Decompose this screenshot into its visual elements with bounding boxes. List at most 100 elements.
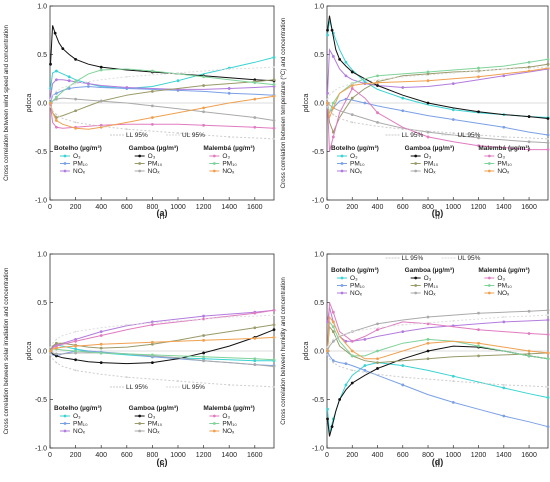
data-point [351, 82, 354, 85]
limit-label-ll: LL 95% [402, 255, 424, 262]
data-point [55, 119, 58, 122]
data-point [74, 97, 77, 101]
data-point [502, 125, 506, 129]
series-line [327, 102, 549, 144]
legend-marker [63, 154, 67, 158]
y-tick-label: 0.0 [314, 349, 324, 356]
legend-marker [340, 291, 344, 295]
x-tick-label: 400 [372, 204, 384, 211]
data-point [253, 336, 257, 340]
legend-entry: PM₁₀ [73, 421, 88, 428]
data-point [326, 417, 329, 421]
data-point [477, 75, 480, 79]
data-point [151, 116, 154, 119]
legend-marker [212, 429, 216, 433]
x-tick-label: 400 [95, 204, 107, 211]
legend-marker [487, 154, 491, 158]
x-tick-label: 1000 [170, 452, 186, 459]
data-point [272, 323, 276, 327]
legend-entry: O₃ [350, 275, 358, 282]
data-point [55, 113, 58, 116]
data-point [401, 75, 404, 78]
data-point [426, 315, 430, 319]
legend-entry: O₃ [73, 413, 81, 420]
data-point [351, 330, 354, 333]
x-tick-label: 1400 [221, 452, 237, 459]
y-tick-label: 0.0 [37, 349, 47, 356]
data-point [331, 320, 335, 324]
data-point [331, 101, 335, 105]
limit-label-ll: LL 95% [402, 132, 424, 139]
data-point [55, 344, 58, 348]
series-line [50, 324, 275, 352]
legend-group-title: Botelho (µg/m³) [331, 145, 379, 152]
legend-entry: NOₓ [424, 168, 437, 175]
data-point [363, 337, 367, 341]
series-line [50, 104, 275, 129]
data-point [151, 69, 154, 73]
legend-entry: O₃ [497, 275, 505, 282]
x-axis-label: n [435, 212, 439, 221]
x-tick-label: 1600 [247, 452, 263, 459]
data-point [272, 336, 276, 339]
legend-group-title: Malembá (µg/m³) [203, 145, 254, 152]
data-point [87, 85, 90, 88]
data-point [451, 118, 455, 121]
y-tick-label: -1.0 [312, 446, 324, 453]
data-point [376, 74, 379, 78]
legend-marker [414, 154, 418, 158]
legend-entry: NOₓ [350, 168, 363, 175]
series-line [50, 68, 275, 104]
series-line [327, 87, 548, 152]
y-tick-label: -0.5 [312, 397, 324, 404]
x-tick-label: 800 [422, 452, 434, 459]
data-point [332, 90, 335, 93]
series-line [327, 67, 549, 120]
data-point [376, 81, 379, 85]
data-point [151, 122, 154, 126]
x-tick-label: 1000 [170, 204, 186, 211]
data-point [74, 337, 77, 341]
data-point [426, 349, 430, 353]
data-point [151, 340, 154, 344]
data-point [176, 79, 180, 83]
legend-marker [414, 284, 418, 287]
data-point [502, 136, 505, 138]
x-tick-label: 1200 [471, 452, 487, 459]
data-point [426, 322, 430, 326]
data-point [67, 75, 71, 79]
data-point [61, 47, 65, 51]
data-point [326, 98, 329, 101]
data-point [477, 136, 480, 140]
x-tick-label: 200 [346, 452, 358, 459]
data-point [177, 320, 179, 322]
data-point [502, 386, 506, 390]
data-point [344, 339, 348, 343]
x-tick-label: 1200 [196, 452, 212, 459]
y-axis-label: ρdcca [303, 342, 310, 361]
legend-marker [138, 414, 142, 418]
data-point [451, 401, 455, 404]
legend-marker [63, 169, 67, 173]
y-tick-label: -0.5 [312, 149, 324, 156]
data-point [272, 119, 276, 122]
panel-label: (a) [157, 208, 168, 218]
y-tick-label: 1.0 [37, 4, 47, 11]
data-point [228, 68, 231, 70]
legend-marker [138, 162, 142, 165]
data-point [527, 309, 531, 313]
legend-group-title: Gamboa (µg/m³) [405, 145, 455, 152]
data-point [452, 132, 455, 134]
data-point [55, 361, 58, 364]
x-tick-label: 400 [372, 452, 384, 459]
data-point [74, 369, 77, 372]
data-point [477, 144, 480, 148]
data-point [527, 115, 531, 118]
legend-marker [63, 162, 67, 165]
y-tick-label: 0.0 [314, 101, 324, 108]
data-point [272, 85, 276, 88]
legend-entry: PM₁₀ [350, 161, 365, 168]
data-point [151, 89, 154, 93]
data-point [331, 106, 335, 110]
data-point [477, 110, 480, 114]
